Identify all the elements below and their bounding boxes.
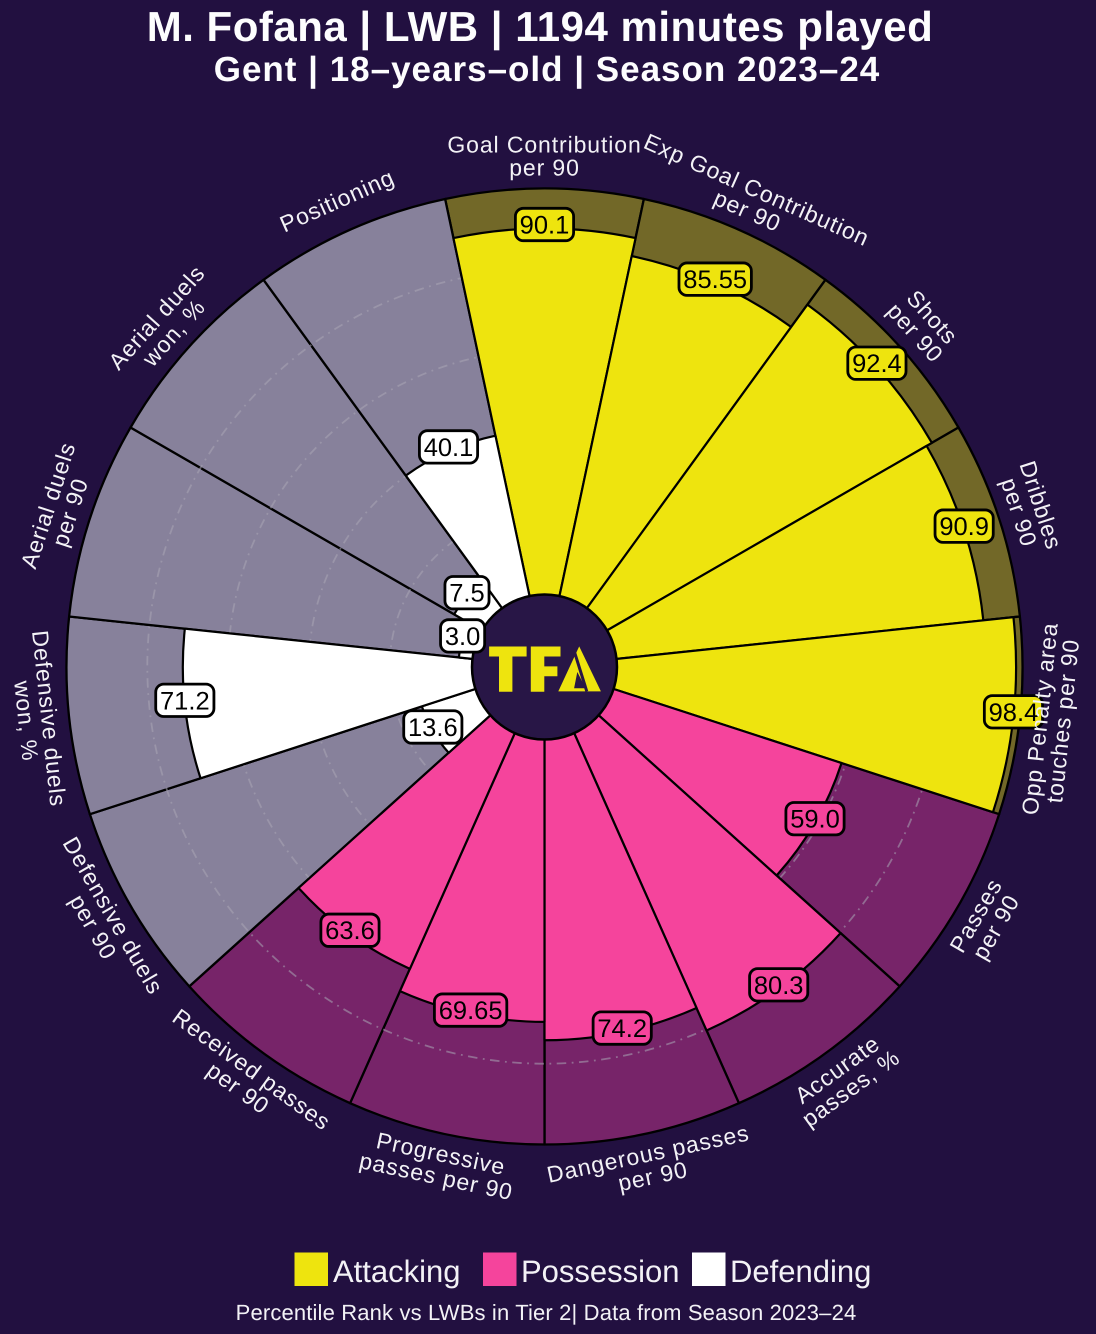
svg-text:92.4: 92.4 <box>852 350 902 378</box>
svg-text:3.0: 3.0 <box>445 623 480 651</box>
svg-text:Gent | 18–years–old | Season 2: Gent | 18–years–old | Season 2023–24 <box>214 50 881 89</box>
svg-text:Attacking: Attacking <box>333 1254 461 1289</box>
svg-text:Possession: Possession <box>521 1254 680 1289</box>
svg-text:71.2: 71.2 <box>160 687 210 715</box>
svg-text:90.1: 90.1 <box>520 212 570 240</box>
svg-text:7.5: 7.5 <box>449 580 484 608</box>
svg-text:80.3: 80.3 <box>754 972 804 1000</box>
svg-text:90.9: 90.9 <box>939 513 989 541</box>
svg-text:74.2: 74.2 <box>597 1015 647 1043</box>
svg-text:98.4: 98.4 <box>989 699 1039 727</box>
svg-text:85.55: 85.55 <box>683 266 747 294</box>
svg-text:M. Fofana | LWB | 1194 minutes: M. Fofana | LWB | 1194 minutes played <box>147 3 934 51</box>
svg-text:Defending: Defending <box>730 1254 871 1289</box>
svg-text:Percentile Rank vs LWBs in Tie: Percentile Rank vs LWBs in Tier 2| Data … <box>236 1300 857 1325</box>
svg-text:63.6: 63.6 <box>325 917 375 945</box>
svg-text:13.6: 13.6 <box>408 714 458 742</box>
svg-text:Goal Contribution: Goal Contribution <box>447 132 641 158</box>
svg-text:59.0: 59.0 <box>790 806 840 834</box>
svg-text:69.65: 69.65 <box>439 997 503 1025</box>
svg-text:per 90: per 90 <box>509 155 580 181</box>
svg-text:40.1: 40.1 <box>424 434 474 462</box>
